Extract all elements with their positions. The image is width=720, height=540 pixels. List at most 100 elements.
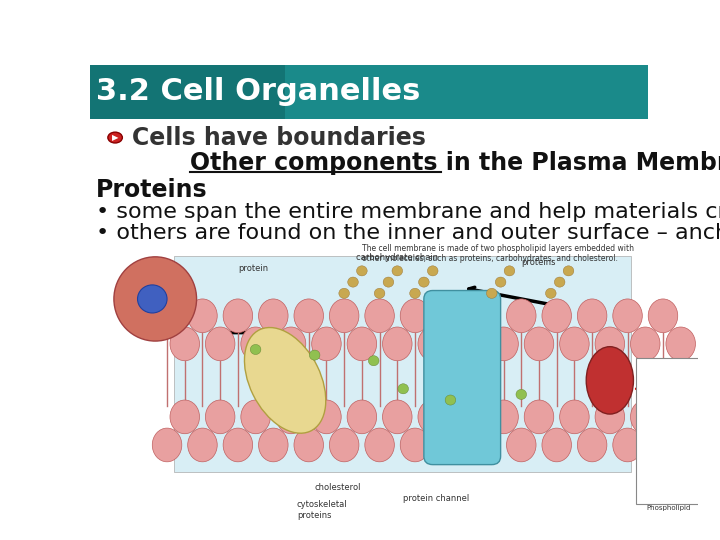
Ellipse shape xyxy=(240,400,271,434)
Ellipse shape xyxy=(153,428,181,462)
FancyBboxPatch shape xyxy=(174,256,631,472)
Ellipse shape xyxy=(400,428,430,462)
Ellipse shape xyxy=(631,327,660,361)
Ellipse shape xyxy=(223,428,253,462)
Ellipse shape xyxy=(666,400,696,434)
Ellipse shape xyxy=(205,327,235,361)
Ellipse shape xyxy=(445,395,456,405)
Ellipse shape xyxy=(563,266,574,276)
Text: proteins: proteins xyxy=(297,511,331,520)
Ellipse shape xyxy=(188,299,217,333)
Ellipse shape xyxy=(577,428,607,462)
Text: proteins: proteins xyxy=(521,258,556,267)
Ellipse shape xyxy=(542,299,572,333)
Ellipse shape xyxy=(648,299,678,333)
Ellipse shape xyxy=(382,327,412,361)
Ellipse shape xyxy=(524,400,554,434)
Ellipse shape xyxy=(546,288,556,299)
Ellipse shape xyxy=(577,299,607,333)
Ellipse shape xyxy=(365,299,395,333)
Ellipse shape xyxy=(339,288,349,299)
Ellipse shape xyxy=(554,277,565,287)
Ellipse shape xyxy=(383,277,394,287)
Ellipse shape xyxy=(613,299,642,333)
Ellipse shape xyxy=(348,277,359,287)
Ellipse shape xyxy=(471,428,500,462)
Ellipse shape xyxy=(365,428,395,462)
Ellipse shape xyxy=(294,428,323,462)
Ellipse shape xyxy=(245,328,325,433)
Ellipse shape xyxy=(369,356,379,366)
Text: ▶: ▶ xyxy=(112,133,118,142)
Ellipse shape xyxy=(489,400,518,434)
Ellipse shape xyxy=(504,266,515,276)
Ellipse shape xyxy=(436,299,465,333)
Ellipse shape xyxy=(410,288,420,299)
Ellipse shape xyxy=(524,327,554,361)
Ellipse shape xyxy=(223,299,253,333)
Ellipse shape xyxy=(454,327,483,361)
Ellipse shape xyxy=(170,400,199,434)
Ellipse shape xyxy=(454,400,483,434)
Text: • others are found on the inner and outer surface – anchoring: • others are found on the inner and oute… xyxy=(96,223,720,243)
Ellipse shape xyxy=(418,277,429,287)
Circle shape xyxy=(108,132,122,143)
Ellipse shape xyxy=(356,266,367,276)
Ellipse shape xyxy=(559,327,589,361)
FancyBboxPatch shape xyxy=(90,65,648,119)
Ellipse shape xyxy=(595,400,625,434)
Ellipse shape xyxy=(495,277,506,287)
Ellipse shape xyxy=(595,327,625,361)
Ellipse shape xyxy=(586,347,634,414)
Ellipse shape xyxy=(507,299,536,333)
Text: protein channel: protein channel xyxy=(403,494,469,503)
Ellipse shape xyxy=(398,384,408,394)
Ellipse shape xyxy=(471,299,500,333)
Text: 3.2 Cell Organelles: 3.2 Cell Organelles xyxy=(96,77,420,106)
Ellipse shape xyxy=(205,400,235,434)
Text: Proteins: Proteins xyxy=(96,178,207,201)
Ellipse shape xyxy=(251,345,261,355)
Ellipse shape xyxy=(312,400,341,434)
Ellipse shape xyxy=(631,400,660,434)
FancyBboxPatch shape xyxy=(424,291,500,464)
Ellipse shape xyxy=(138,285,167,313)
Ellipse shape xyxy=(153,299,181,333)
Ellipse shape xyxy=(542,428,572,462)
Ellipse shape xyxy=(666,327,696,361)
Ellipse shape xyxy=(188,428,217,462)
Ellipse shape xyxy=(648,428,678,462)
Ellipse shape xyxy=(329,299,359,333)
Ellipse shape xyxy=(392,266,402,276)
Ellipse shape xyxy=(258,428,288,462)
Text: Phospholipid: Phospholipid xyxy=(647,504,691,510)
Ellipse shape xyxy=(258,299,288,333)
Ellipse shape xyxy=(418,400,448,434)
Ellipse shape xyxy=(400,299,430,333)
Ellipse shape xyxy=(559,400,589,434)
Ellipse shape xyxy=(240,327,271,361)
Text: other molecules, such as proteins, carbohydrates, and cholesterol.: other molecules, such as proteins, carbo… xyxy=(362,254,618,263)
Ellipse shape xyxy=(347,327,377,361)
Ellipse shape xyxy=(294,299,323,333)
Text: carbohydrate chain: carbohydrate chain xyxy=(356,253,438,262)
Ellipse shape xyxy=(489,327,518,361)
Text: • some span the entire membrane and help materials cross: • some span the entire membrane and help… xyxy=(96,202,720,222)
Ellipse shape xyxy=(310,350,320,360)
Ellipse shape xyxy=(382,400,412,434)
Ellipse shape xyxy=(312,327,341,361)
Text: cholesterol: cholesterol xyxy=(315,483,361,492)
FancyBboxPatch shape xyxy=(90,65,285,119)
Ellipse shape xyxy=(329,428,359,462)
Ellipse shape xyxy=(374,288,385,299)
Ellipse shape xyxy=(613,428,642,462)
Ellipse shape xyxy=(428,266,438,276)
Ellipse shape xyxy=(418,327,448,361)
Ellipse shape xyxy=(114,257,197,341)
Text: protein: protein xyxy=(238,264,268,273)
Text: Other components in the Plasma Membrane: Other components in the Plasma Membrane xyxy=(190,151,720,174)
FancyBboxPatch shape xyxy=(636,358,701,504)
Ellipse shape xyxy=(170,327,199,361)
Ellipse shape xyxy=(347,400,377,434)
Ellipse shape xyxy=(276,327,306,361)
